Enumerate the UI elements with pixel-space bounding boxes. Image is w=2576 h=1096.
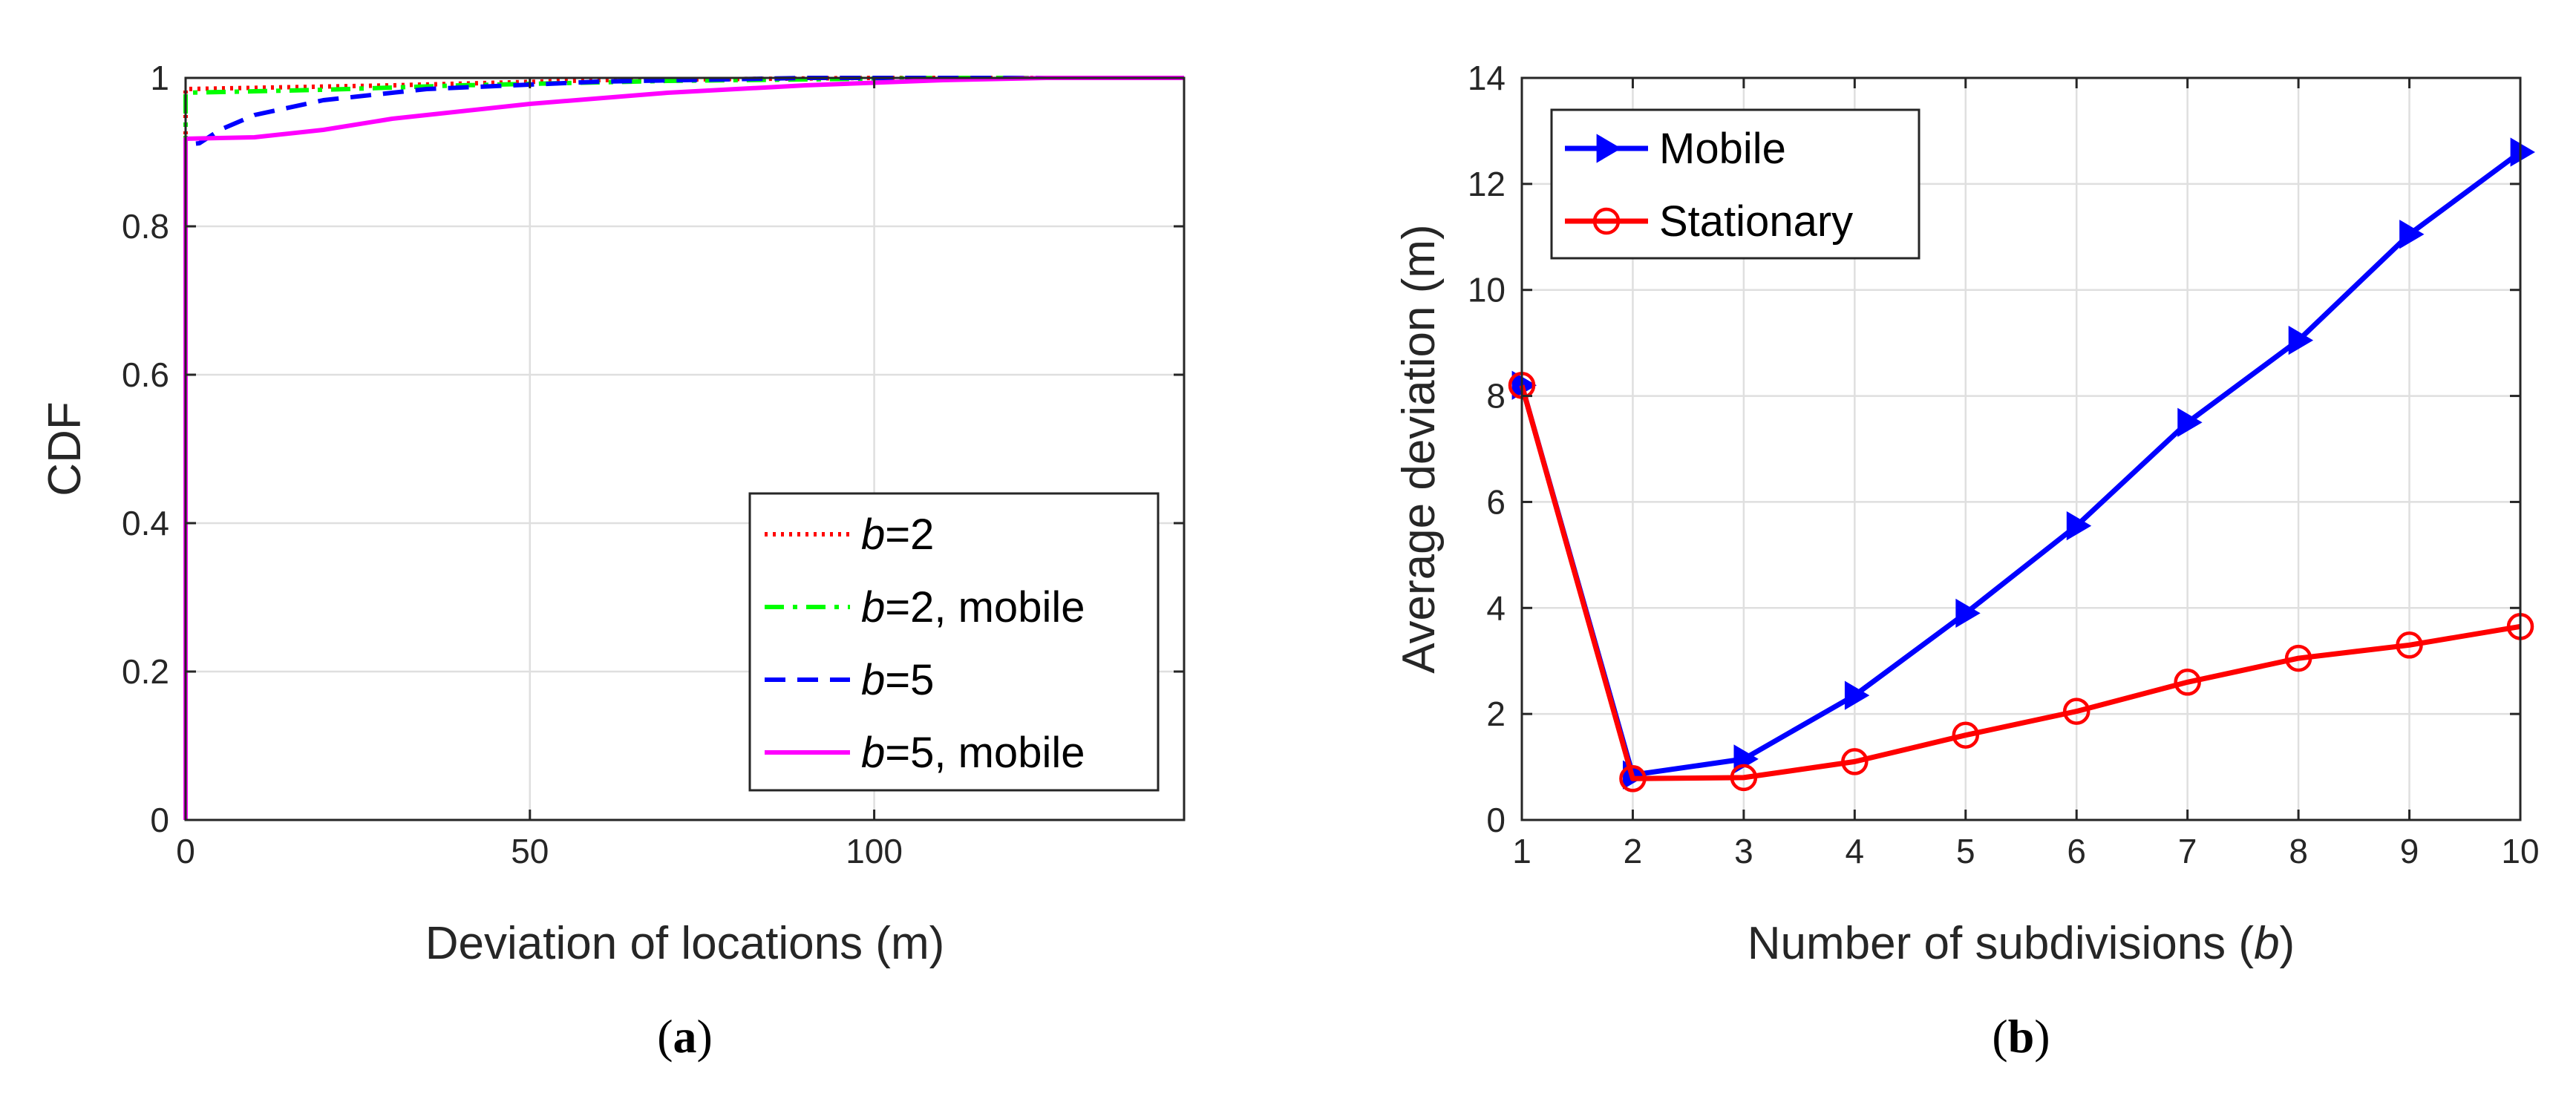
series-line-2: [183, 76, 1184, 820]
circle-marker: [1952, 721, 1980, 749]
y-tick-label: 1: [150, 59, 169, 97]
legend-box: [748, 492, 1160, 792]
panel-letter: a: [673, 1010, 697, 1063]
axes-frame: [1520, 76, 2522, 821]
legend-variable: b: [861, 656, 885, 704]
y-tick-label: 0: [1486, 801, 1506, 839]
circle-marker: [2284, 644, 2312, 672]
triangle-marker: [2510, 137, 2535, 167]
y-tick-label: 8: [1486, 377, 1506, 416]
series-line-stationary: [1519, 384, 2521, 781]
legend-label: Mobile: [1659, 125, 1786, 173]
panel-caption: (b): [1992, 1010, 2050, 1063]
panel-letter: b: [2008, 1010, 2035, 1063]
x-tick-label: 2: [1624, 832, 1643, 870]
legend-label: =5, mobile: [885, 729, 1085, 777]
y-tick-label: 0.4: [122, 504, 169, 542]
triangle-marker: [2177, 407, 2203, 437]
y-tick-label: 14: [1468, 59, 1506, 97]
x-tick-label: 0: [176, 832, 195, 870]
triangle-marker: [2066, 511, 2092, 541]
y-tick-label: 4: [1486, 588, 1506, 627]
circle-marker: [2396, 631, 2423, 659]
circle-marker: [1592, 207, 1621, 235]
x-tick-label: 10: [2501, 832, 2539, 870]
x-tick-label: 4: [1846, 832, 1865, 870]
triangle-marker: [1844, 680, 1870, 710]
y-tick-label: 0: [150, 801, 169, 839]
legend-label: Stationary: [1659, 197, 1853, 246]
circle-marker: [2062, 698, 2090, 725]
axes-frame: [184, 76, 1186, 821]
x-axis-label: Number of subdivisions (b): [1748, 918, 2295, 969]
legend-entry: b=2, mobile: [861, 583, 1085, 631]
triangle-marker: [2288, 325, 2314, 355]
x-tick-label: 9: [2400, 832, 2419, 870]
circle-marker: [1841, 748, 1869, 775]
panel-caption: (a): [657, 1010, 713, 1063]
legend-entry: b=5: [861, 656, 934, 704]
triangle-marker: [1596, 134, 1621, 163]
series-line-4: [183, 76, 1184, 820]
x-tick-label: 3: [1734, 832, 1753, 870]
y-tick-label: 6: [1486, 482, 1506, 521]
y-tick-label: 12: [1468, 165, 1506, 203]
legend-variable: b: [861, 511, 885, 559]
y-axis-label: Average deviation (m): [1393, 224, 1445, 673]
legend-label: =2, mobile: [885, 583, 1085, 631]
y-tick-label: 0.8: [122, 207, 169, 246]
y-axis-label: CDF: [39, 401, 91, 496]
y-tick-label: 0.6: [122, 355, 169, 394]
legend-entry: b=2: [861, 511, 934, 559]
y-tick-label: 10: [1468, 271, 1506, 309]
legend-variable: b: [861, 729, 885, 777]
x-tick-label: 50: [511, 832, 549, 870]
x-tick-label: 1: [1512, 832, 1531, 870]
y-tick-label: 0.2: [122, 652, 169, 691]
legend: Mobile Stationary: [1550, 108, 1920, 260]
triangle-marker: [1955, 598, 1981, 629]
x-tick-label: 5: [1956, 832, 1975, 870]
x-tick-label: 7: [2178, 832, 2197, 870]
triangle-marker: [2399, 220, 2425, 249]
circle-marker: [1730, 764, 1758, 792]
panel-b-average-deviation-chart: 1 2 3 4 5 6 7 8 9 1002468101214MobileStationaryNu…: [1393, 59, 2540, 1063]
x-tick-label: 6: [2067, 832, 2086, 870]
x-axis-label: Deviation of locations (m): [425, 918, 945, 969]
legend-entry: b=5, mobile: [861, 729, 1085, 777]
legend-label: =2: [885, 511, 934, 559]
series-line-mobile: [1519, 150, 2523, 778]
circle-marker: [2174, 669, 2201, 696]
y-tick-label: 2: [1486, 695, 1506, 733]
series-line-3: [183, 76, 1184, 820]
x-tick-label: 100: [846, 832, 903, 870]
x-tick-label: 8: [2289, 832, 2308, 870]
legend-box: [1550, 108, 1920, 260]
legend-variable: b: [861, 583, 885, 631]
legend-label: =5: [885, 656, 934, 704]
circle-marker: [1619, 765, 1647, 793]
